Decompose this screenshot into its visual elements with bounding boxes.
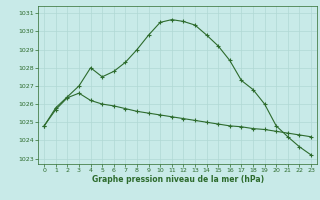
X-axis label: Graphe pression niveau de la mer (hPa): Graphe pression niveau de la mer (hPa) [92, 175, 264, 184]
